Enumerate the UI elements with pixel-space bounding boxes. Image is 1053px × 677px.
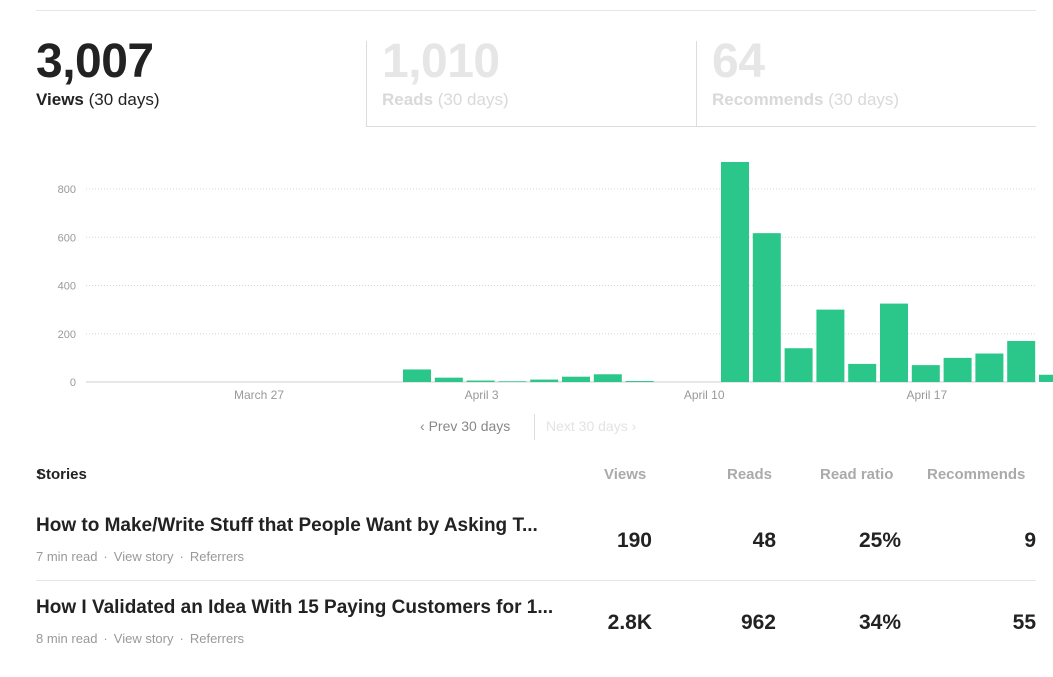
story-recommends: 9: [1024, 529, 1036, 552]
story-read-ratio: 34%: [858, 611, 901, 634]
bar[interactable]: [1039, 374, 1053, 382]
recommends-label: Recommends: [712, 90, 824, 109]
story-title[interactable]: How to Make/Write Stuff that People Want…: [36, 515, 538, 536]
bar[interactable]: [1007, 340, 1036, 382]
chevron-right-icon: ›: [631, 418, 637, 434]
view-story-link[interactable]: View story: [113, 631, 174, 646]
x-tick-label: April 17: [906, 388, 947, 402]
story-read-ratio: 25%: [858, 529, 901, 552]
story-row: How I Validated an Idea With 15 Paying C…: [36, 597, 1036, 646]
y-tick-label: 800: [58, 184, 76, 196]
y-tick-label: 0: [70, 377, 76, 389]
recommends-period: (30 days): [828, 90, 900, 109]
recommends-column-header[interactable]: Recommends: [927, 466, 1026, 483]
views-stat-tab[interactable]: 3,007 Views (30 days): [36, 36, 366, 122]
views-label: Views: [36, 90, 84, 109]
x-tick-label: April 3: [465, 388, 499, 402]
recommends-count: 64: [712, 35, 765, 88]
read-ratio-column-header[interactable]: Read ratio: [820, 466, 894, 483]
view-story-link[interactable]: View story: [113, 549, 174, 564]
x-tick-label: March 27: [234, 388, 284, 402]
read-time: 7 min read: [36, 549, 98, 564]
y-tick-label: 200: [58, 329, 76, 341]
bar[interactable]: [593, 374, 622, 382]
recommends-stat-tab[interactable]: 64 Recommends (30 days): [696, 36, 1036, 127]
story-views: 2.8K: [607, 611, 652, 634]
y-tick-label: 400: [58, 281, 76, 293]
bar[interactable]: [752, 233, 781, 382]
story-row: How to Make/Write Stuff that People Want…: [36, 515, 1036, 564]
bar[interactable]: [816, 309, 845, 382]
bar[interactable]: [625, 381, 654, 382]
bar[interactable]: [434, 377, 463, 382]
views-column-header[interactable]: Views: [604, 466, 647, 483]
next-label: Next 30 days: [546, 418, 628, 434]
bar[interactable]: [784, 348, 813, 382]
x-tick-label: April 10: [684, 388, 725, 402]
stories-header-label: Stories: [36, 466, 87, 483]
bar[interactable]: [498, 381, 527, 382]
bar[interactable]: [880, 303, 908, 382]
bar[interactable]: [466, 380, 495, 382]
views-bar-chart: 0 200 400 600 800 March 27 April 3 April 10 Apri…: [58, 161, 1053, 402]
story-reads: 962: [740, 611, 776, 634]
referrers-link[interactable]: Referrers: [189, 631, 245, 646]
reads-period: (30 days): [437, 90, 509, 109]
reads-label: Reads: [382, 90, 434, 109]
prev-label: Prev 30 days: [428, 418, 511, 434]
pager: ‹ Prev 30 days Next 30 days ›: [0, 412, 1053, 440]
pager-divider: [534, 414, 535, 440]
reads-stat-tab[interactable]: 1,010 Reads (30 days): [366, 36, 696, 127]
bar[interactable]: [562, 376, 590, 382]
bar[interactable]: [911, 365, 940, 382]
bar[interactable]: [975, 353, 1004, 382]
story-recommends: 55: [1012, 611, 1036, 634]
views-count: 3,007: [36, 35, 154, 88]
chevron-left-icon: ‹: [420, 418, 425, 434]
y-tick-label: 600: [58, 232, 76, 244]
prev-30-days-button[interactable]: ‹ Prev 30 days: [420, 418, 510, 434]
next-30-days-button: Next 30 days ›: [546, 418, 636, 434]
top-divider: [36, 10, 1036, 11]
bar[interactable]: [721, 161, 749, 382]
sort-arrow-up-icon: ↑: [36, 466, 44, 483]
bar[interactable]: [848, 363, 877, 382]
bar[interactable]: [530, 379, 559, 382]
read-time: 8 min read: [36, 631, 98, 646]
bar[interactable]: [403, 369, 431, 382]
referrers-link[interactable]: Referrers: [189, 549, 245, 564]
reads-column-header[interactable]: Reads: [727, 466, 773, 483]
bar[interactable]: [943, 357, 972, 382]
reads-count: 1,010: [382, 35, 500, 88]
story-views: 190: [616, 529, 652, 552]
story-title[interactable]: How I Validated an Idea With 15 Paying C…: [36, 597, 554, 618]
story-reads: 48: [752, 529, 776, 552]
stories-table-header: Stories ↑ Views Reads Read ratio Recomme…: [36, 466, 1036, 486]
row-divider: [36, 580, 1036, 581]
views-period: (30 days): [88, 90, 160, 109]
